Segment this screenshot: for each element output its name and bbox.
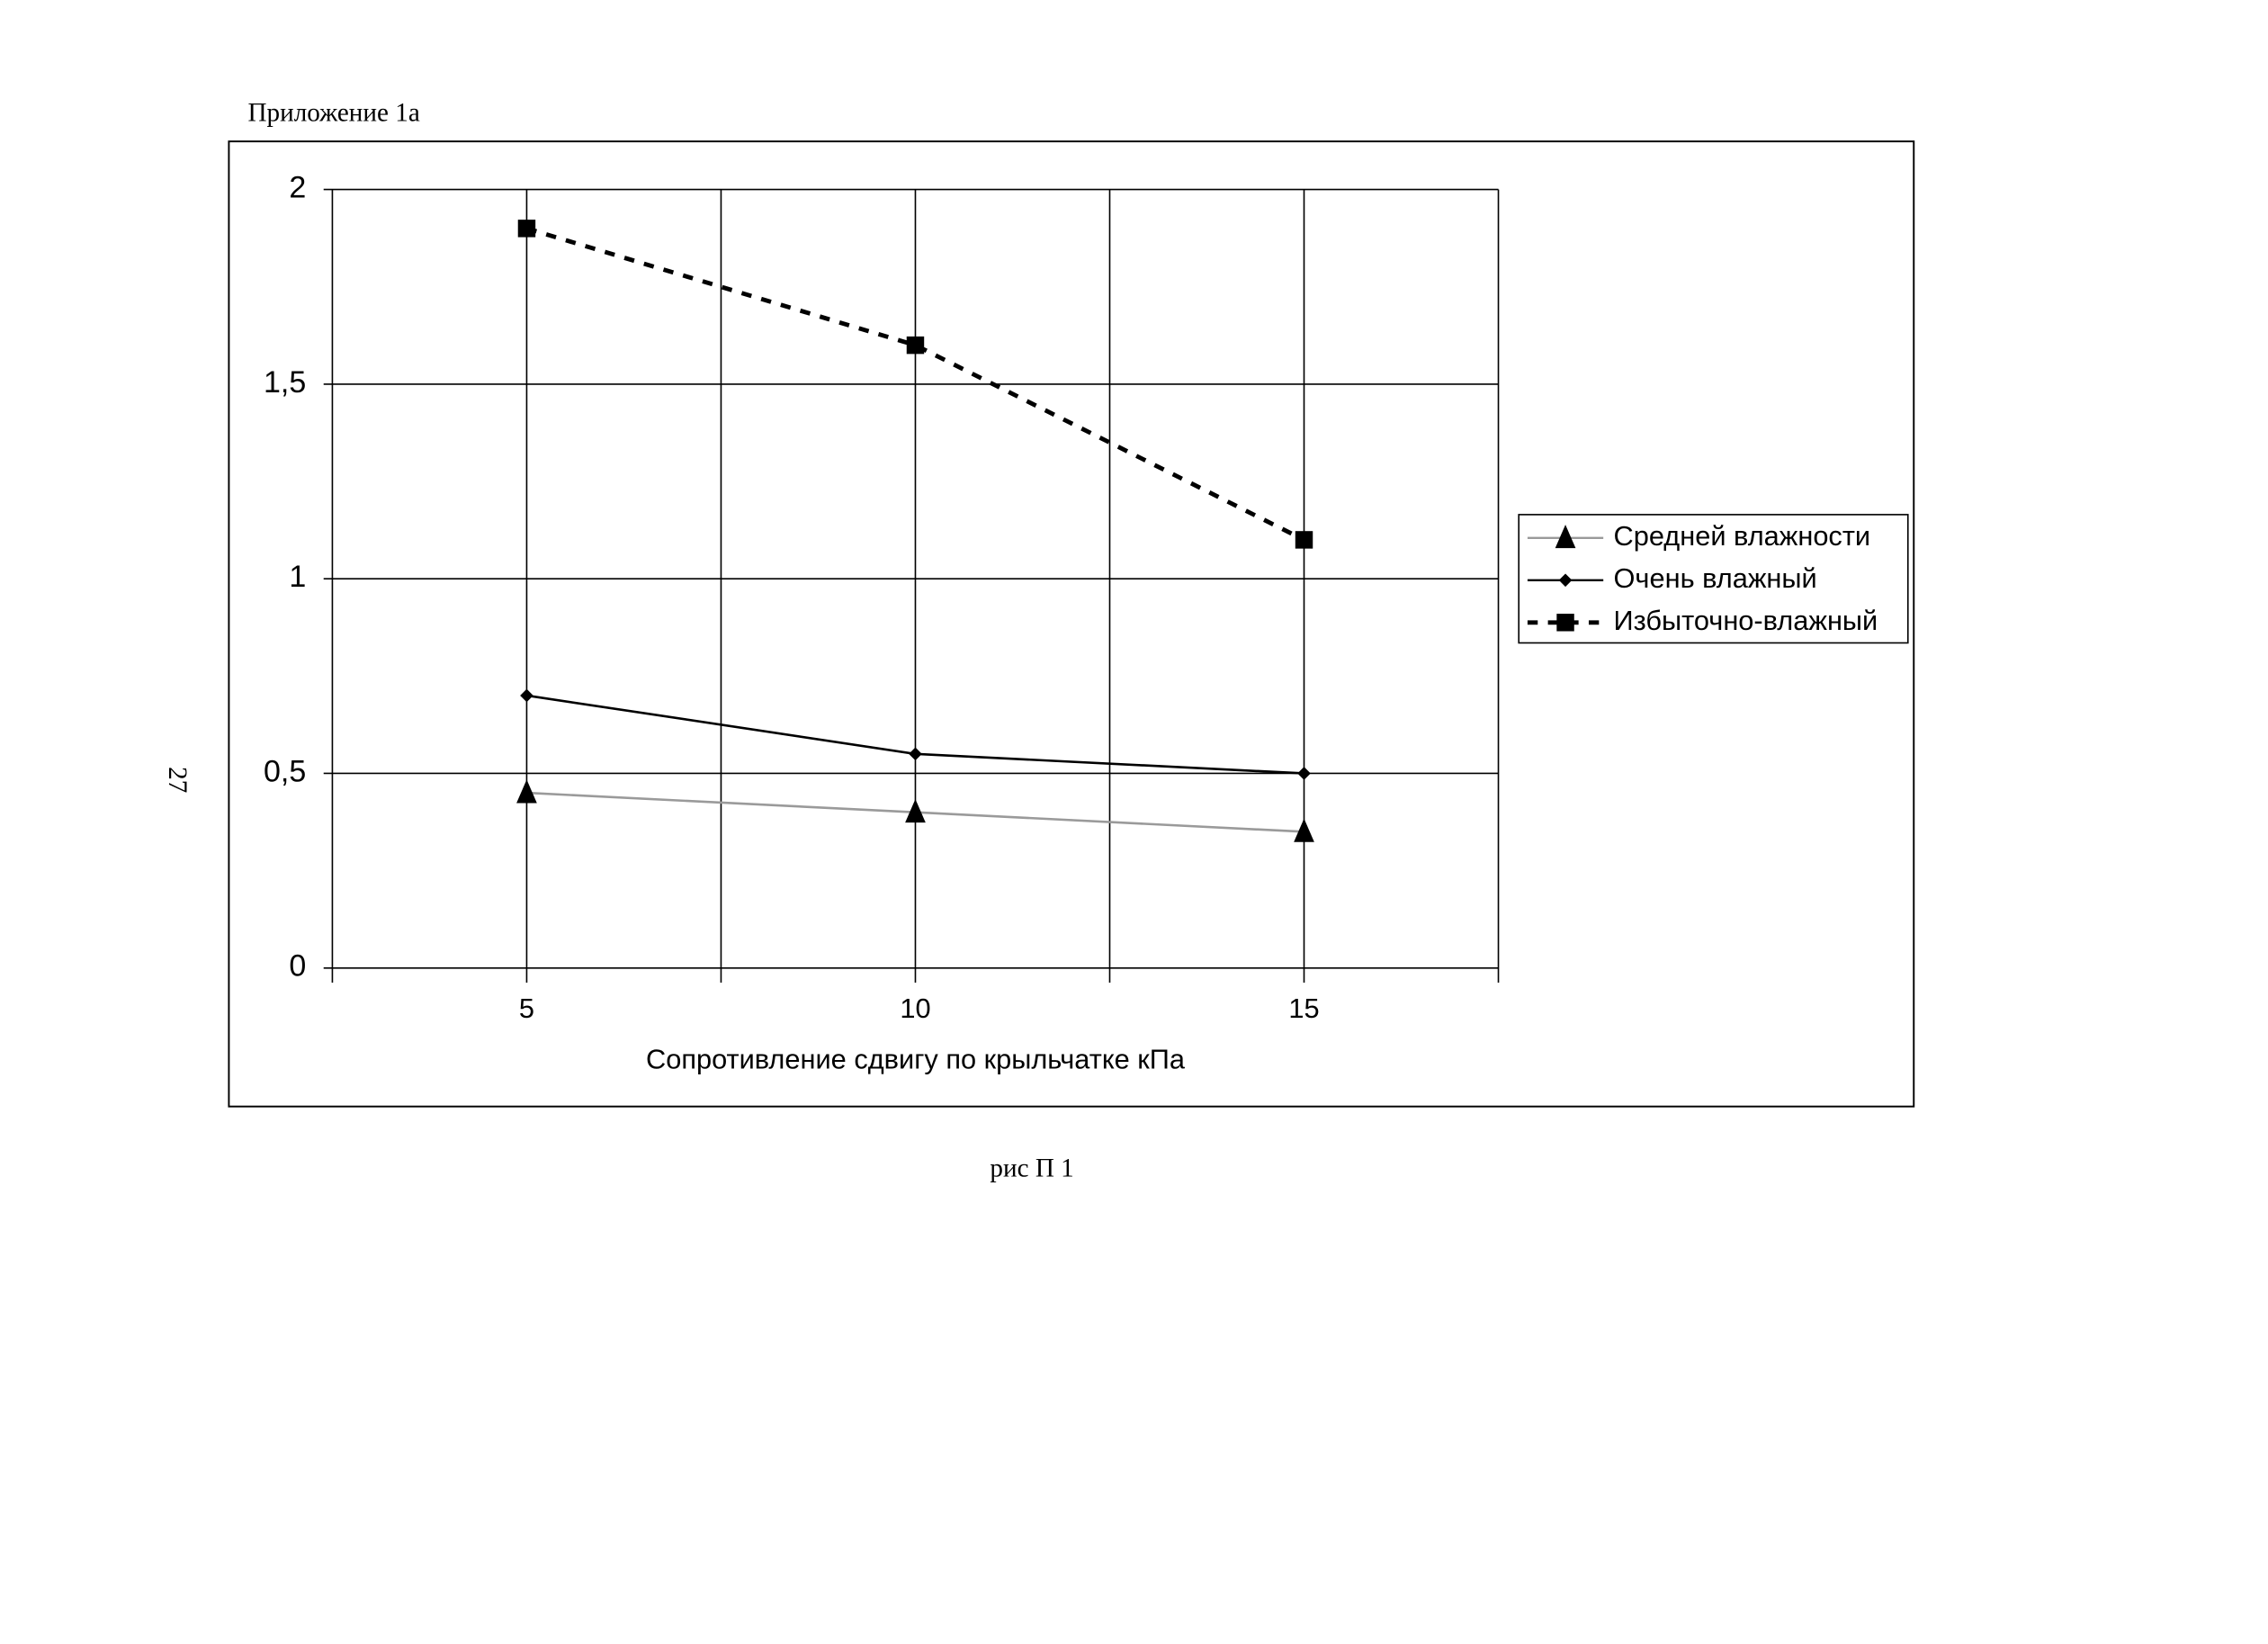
legend-box	[1518, 514, 1909, 644]
marker	[516, 779, 537, 804]
legend-marker	[1556, 614, 1574, 632]
marker	[1295, 531, 1313, 549]
caption: рис П 1	[990, 1154, 1073, 1183]
legend-marker	[1558, 573, 1573, 588]
legend-label: Избыточно-влажный	[1614, 605, 1878, 636]
x-tick-label: 5	[519, 993, 534, 1024]
marker	[905, 798, 926, 823]
marker	[520, 688, 533, 703]
y-tick-label: 1,5	[264, 365, 306, 400]
y-tick-label: 0	[289, 949, 306, 984]
legend-label: Очень влажный	[1614, 562, 1817, 594]
x-axis-label: Сопротивление сдвигу по крыльчатке кПа	[646, 1044, 1186, 1075]
y-tick-label: 1	[289, 560, 306, 594]
marker	[1294, 818, 1314, 842]
marker	[517, 220, 536, 238]
y-tick-label: 0,5	[264, 754, 306, 788]
chart-frame	[228, 140, 1915, 1108]
marker	[909, 747, 922, 761]
marker	[1297, 767, 1311, 780]
marker	[906, 336, 925, 355]
legend-marker	[1555, 525, 1576, 549]
y-tick-label: 2	[289, 171, 306, 205]
header: Приложение 1а	[247, 99, 419, 128]
x-tick-label: 10	[900, 993, 930, 1024]
x-tick-label: 15	[1288, 993, 1319, 1024]
series-line	[525, 226, 1305, 543]
legend-label: Средней влажности	[1614, 520, 1871, 552]
page-number: 27	[163, 767, 192, 793]
